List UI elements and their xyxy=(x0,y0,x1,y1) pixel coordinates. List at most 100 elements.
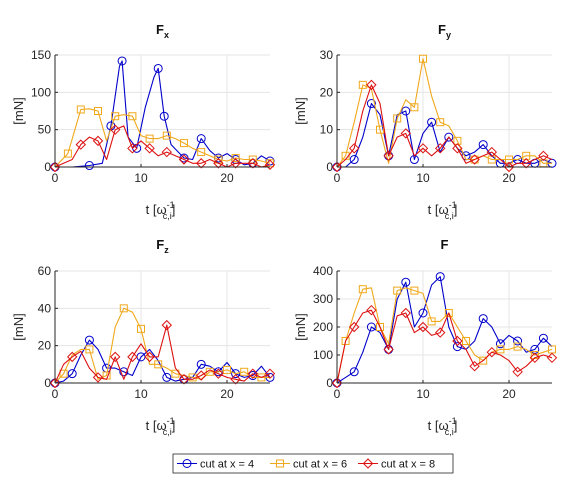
data-point xyxy=(180,139,188,148)
data-point xyxy=(366,79,377,91)
data-point xyxy=(247,158,259,169)
data-point xyxy=(195,158,207,169)
data-point xyxy=(197,148,206,157)
series-line xyxy=(54,108,271,168)
x-axis-label: t [ω-1 c,i] xyxy=(146,200,176,221)
series-line xyxy=(54,307,270,384)
data-point xyxy=(67,369,77,379)
data-point xyxy=(393,286,402,295)
data-point xyxy=(127,143,138,154)
x-tick-label: 0 xyxy=(52,387,59,401)
x-axis-label-superscript: -1 xyxy=(449,416,457,426)
chart-title-main: F xyxy=(441,237,449,252)
data-point xyxy=(401,106,411,116)
x-axis-label-close: ] xyxy=(172,418,176,433)
data-point xyxy=(178,374,190,385)
legend-box xyxy=(172,453,454,474)
x-axis-label-symbol: ω xyxy=(439,202,449,217)
data-point xyxy=(383,344,394,355)
plot-area xyxy=(55,271,270,383)
x-axis-label-subscript: c,i xyxy=(163,427,172,437)
x-tick-label: 0 xyxy=(334,171,341,185)
x-axis-label-subscript: c,i xyxy=(163,211,172,221)
data-point xyxy=(400,307,412,319)
data-point xyxy=(162,372,172,382)
x-axis-label-subscript: c,i xyxy=(445,427,454,437)
y-tick-label: 20 xyxy=(320,85,334,99)
data-point xyxy=(341,337,350,345)
data-point xyxy=(486,346,498,358)
data-point xyxy=(366,322,376,332)
data-point xyxy=(94,107,102,115)
data-point xyxy=(495,339,505,349)
data-point xyxy=(444,309,453,317)
data-point xyxy=(452,143,463,154)
data-point xyxy=(75,139,87,150)
data-point xyxy=(49,161,61,173)
legend: cut at x = 4 cut at x = 6 cut at x = 8 xyxy=(172,453,454,474)
y-tick-label: 20 xyxy=(38,339,52,353)
x-tick-label: 20 xyxy=(502,387,516,401)
x-axis-label-superscript: -1 xyxy=(167,200,175,210)
data-point xyxy=(162,131,171,140)
data-point xyxy=(264,159,276,170)
data-point xyxy=(401,277,411,287)
data-point xyxy=(513,342,522,351)
data-point xyxy=(196,134,206,144)
data-point xyxy=(366,99,376,109)
data-point xyxy=(418,308,428,318)
data-point xyxy=(478,140,488,150)
y-tick-label: 300 xyxy=(313,292,333,306)
chart-title: Fy xyxy=(438,22,451,40)
legend-entry-3: cut at x = 8 xyxy=(358,458,435,471)
data-point xyxy=(349,155,359,165)
chart-panel-3: 0 10 20 0 20 40 60 Fz [mN] t [ω-1 c,i] xyxy=(11,237,276,437)
data-point xyxy=(161,319,173,331)
x-tick-label: 20 xyxy=(220,387,234,401)
data-point xyxy=(230,374,241,385)
plot-area xyxy=(55,55,270,167)
y-tick-label: 0 xyxy=(326,160,333,174)
series-3 xyxy=(331,79,553,173)
data-point xyxy=(161,146,173,158)
legend-label: cut at x = 4 xyxy=(200,459,254,471)
data-point xyxy=(84,335,94,345)
data-point xyxy=(213,368,224,379)
data-point xyxy=(478,314,488,324)
x-axis-label-close: ] xyxy=(454,202,458,217)
y-tick-label: 200 xyxy=(313,320,333,334)
legend-marker xyxy=(182,459,192,468)
series-2 xyxy=(54,105,274,168)
data-point xyxy=(520,158,532,169)
data-point xyxy=(546,352,558,364)
series-line xyxy=(54,339,271,384)
data-point xyxy=(452,342,462,352)
y-axis-label: [mN] xyxy=(293,97,308,124)
data-point xyxy=(366,304,377,316)
data-point xyxy=(247,368,259,379)
data-point xyxy=(92,372,104,383)
data-point xyxy=(469,360,480,372)
y-tick-label: 100 xyxy=(31,85,51,99)
data-point xyxy=(231,369,241,379)
data-point xyxy=(383,150,394,162)
x-axis-label-close: ] xyxy=(172,202,176,217)
series-line xyxy=(336,58,552,168)
data-point xyxy=(240,367,249,376)
data-point xyxy=(434,327,446,338)
y-tick-label: 100 xyxy=(313,348,333,362)
series-line xyxy=(336,276,553,384)
series-3 xyxy=(331,304,558,389)
y-tick-label: 150 xyxy=(31,48,51,62)
x-tick-label: 10 xyxy=(134,171,148,185)
data-point xyxy=(153,63,163,73)
y-tick-label: 30 xyxy=(320,48,334,62)
chart-title: Fz xyxy=(156,237,169,255)
data-point xyxy=(85,345,94,354)
data-point xyxy=(127,351,138,363)
chart-panel-1: 0 10 20 0 50 100 150 Fx [mN] t [ω-1 c,i] xyxy=(11,22,276,221)
data-point xyxy=(159,111,169,121)
series-3 xyxy=(49,319,276,389)
series-3 xyxy=(49,124,276,173)
chart-title: Fx xyxy=(156,22,169,40)
